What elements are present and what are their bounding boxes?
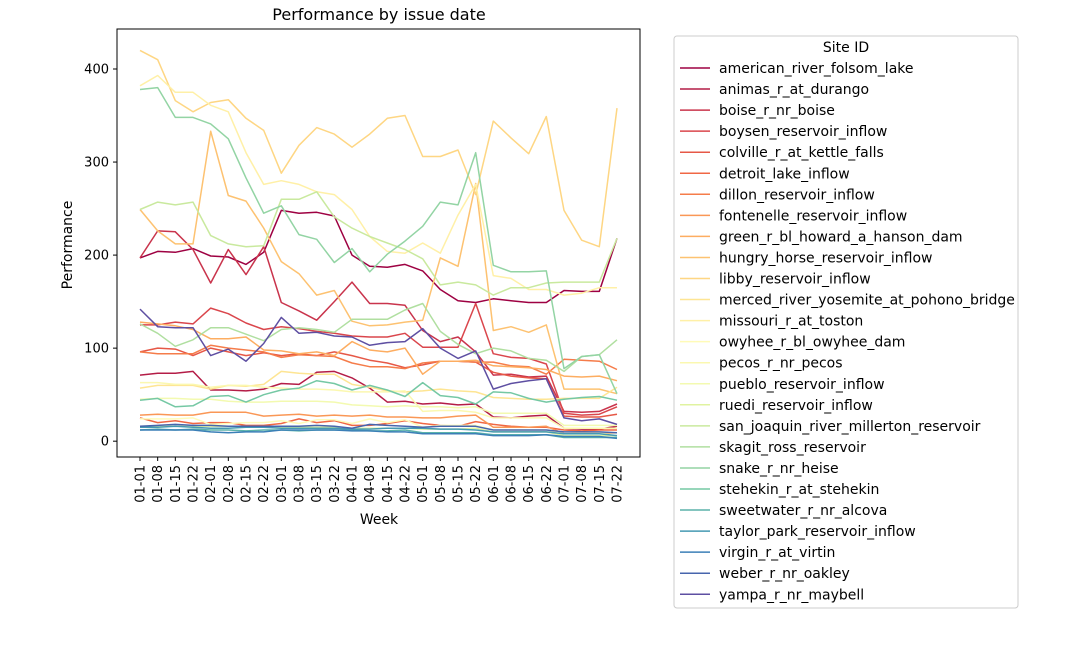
legend-label: virgin_r_at_virtin [719, 545, 835, 561]
series-line-dillon_reservoir_inflow [139, 344, 618, 375]
legend-label: sweetwater_r_nr_alcova [719, 503, 887, 519]
series-line-weber_r_nr_oakley [139, 423, 618, 434]
x-tick-label: 06-15 [522, 465, 537, 503]
legend-label: missouri_r_at_toston [719, 314, 863, 330]
x-tick-label: 06-08 [505, 465, 520, 503]
series-line-boise_r_nr_boise [139, 230, 618, 414]
x-tick-label: 05-15 [452, 465, 467, 503]
x-tick-label: 01-01 [134, 465, 149, 503]
series-line-taylor_park_reservoir_inflow [140, 425, 618, 437]
x-tick-label: 06-22 [540, 465, 555, 503]
series-line-snake_r_nr_heise [139, 86, 618, 395]
legend-label: merced_river_yosemite_at_pohono_bridge [719, 293, 1015, 309]
x-tick-label: 05-22 [469, 465, 484, 503]
y-tick-label: 100 [84, 342, 109, 357]
series-line-fontenelle_reservoir_inflow [139, 411, 618, 435]
plot-frame [116, 28, 641, 458]
legend-label: fontenelle_reservoir_inflow [719, 208, 907, 224]
series-line-san_joaquin_river_millerton_reservoir [139, 191, 618, 296]
x-axis-label: Week [360, 512, 399, 528]
legend-label: pecos_r_nr_pecos [719, 356, 843, 372]
legend-label: owyhee_r_bl_owyhee_dam [719, 335, 905, 351]
series-line-boysen_reservoir_inflow [140, 302, 618, 416]
legend-label: green_r_bl_howard_a_hanson_dam [719, 229, 963, 245]
x-tick-label: 04-15 [381, 465, 396, 503]
y-axis-label: Performance [60, 201, 76, 290]
series-line-animas_r_at_durango [139, 370, 618, 430]
plot-series-group [139, 49, 618, 440]
legend-label: detroit_lake_inflow [719, 166, 850, 182]
legend-label: yampa_r_nr_maybell [719, 587, 864, 603]
legend-label: skagit_ross_reservoir [719, 440, 866, 456]
legend-label: weber_r_nr_oakley [719, 566, 850, 582]
x-tick-label: 02-08 [222, 465, 237, 503]
x-tick-label: 01-08 [151, 465, 166, 503]
x-tick-label: 06-01 [487, 465, 502, 503]
series-line-skagit_ross_reservoir [139, 302, 618, 373]
legend-label: dillon_reservoir_inflow [719, 187, 875, 203]
legend-label: san_joaquin_river_millerton_reservoir [719, 419, 981, 435]
series-line-pecos_r_nr_pecos [140, 381, 617, 429]
legend-label: ruedi_reservoir_inflow [719, 398, 873, 414]
y-tick-label: 400 [84, 63, 109, 78]
y-tick-label: 0 [101, 435, 109, 450]
legend-label: colville_r_at_kettle_falls [719, 145, 884, 161]
legend-label: hungry_horse_reservoir_inflow [719, 250, 932, 266]
legend-label: boise_r_nr_boise [719, 103, 835, 119]
series-line-hungry_horse_reservoir_inflow [139, 130, 618, 395]
x-tick-label: 07-01 [558, 465, 573, 503]
y-tick-label: 300 [84, 156, 109, 171]
x-tick-label: 03-22 [328, 465, 343, 503]
x-tick-label: 03-15 [310, 465, 325, 503]
series-line-american_river_folsom_lake [139, 209, 618, 304]
legend-frame [673, 35, 1019, 609]
series-line-merced_river_yosemite_at_pohono_bridge [139, 370, 618, 401]
series-line-libby_reservoir_inflow [139, 49, 618, 248]
x-tick-label: 07-15 [593, 465, 608, 503]
legend-label: pueblo_reservoir_inflow [719, 377, 885, 393]
x-tick-label: 02-15 [240, 465, 255, 503]
legend-label: animas_r_at_durango [719, 82, 869, 98]
x-tick-label: 02-01 [204, 465, 219, 503]
x-tick-label: 07-08 [575, 465, 590, 503]
legend-label: stehekin_r_at_stehekin [719, 482, 879, 498]
legend: Site ID american_river_folsom_lakeanimas… [673, 35, 1019, 609]
legend-title: Site ID [823, 40, 869, 56]
series-line-virgin_r_at_virtin [140, 429, 618, 440]
legend-label: libby_reservoir_inflow [719, 272, 871, 288]
x-tick-label: 07-22 [611, 465, 626, 503]
series-line-pueblo_reservoir_inflow [139, 397, 617, 427]
x-tick-label: 01-22 [187, 465, 202, 503]
x-axis-ticks: 01-01 01-08 01-15 01-22 02-01 02-08 02-15 02-22… [134, 457, 626, 503]
legend-label: boysen_reservoir_inflow [719, 124, 887, 140]
x-tick-label: 05-01 [416, 465, 431, 503]
x-tick-label: 02-22 [257, 465, 272, 503]
legend-label: american_river_folsom_lake [719, 61, 914, 77]
series-line-green_r_bl_howard_a_hanson_dam [139, 321, 618, 382]
chart-title: Performance by issue date [272, 5, 485, 24]
y-tick-label: 200 [84, 249, 109, 264]
x-tick-label: 03-08 [293, 465, 308, 503]
y-axis-ticks: 0 100 200 300 400 [84, 63, 117, 450]
series-line-stehekin_r_at_stehekin [139, 379, 618, 408]
x-tick-label: 04-01 [346, 465, 361, 503]
legend-items: american_river_folsom_lake animas_r_at_du… [680, 61, 1015, 603]
series-line-yampa_r_nr_maybell [139, 308, 618, 426]
x-tick-label: 04-08 [363, 465, 378, 503]
legend-label: taylor_park_reservoir_inflow [719, 524, 916, 540]
x-tick-label: 04-22 [399, 465, 414, 503]
x-tick-label: 01-15 [169, 465, 184, 503]
x-tick-label: 05-08 [434, 465, 449, 503]
legend-label: snake_r_nr_heise [719, 461, 839, 477]
series-line-colville_r_at_kettle_falls [139, 347, 618, 418]
series-line-missouri_r_at_toston [139, 74, 617, 296]
x-tick-label: 03-01 [275, 465, 290, 503]
